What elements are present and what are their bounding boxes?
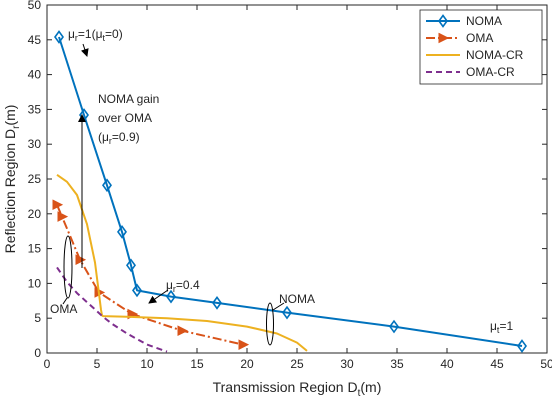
data-point-oma bbox=[238, 339, 250, 350]
y-tick-label: 35 bbox=[28, 102, 42, 116]
y-tick-label: 45 bbox=[28, 33, 42, 47]
legend-label: NOMA bbox=[466, 14, 502, 28]
annotation-gain: NOMA gain over OMA (μr=0.9) bbox=[98, 92, 159, 146]
x-tick-label: 45 bbox=[490, 357, 504, 371]
data-point-noma bbox=[166, 289, 176, 304]
legend: NOMA OMA NOMA-CR OMA-CR bbox=[419, 9, 543, 85]
y-tick-label: 10 bbox=[28, 276, 42, 290]
annotation-mu-r1: μr=1(μt=0) bbox=[68, 27, 123, 43]
annotation-oma: OMA bbox=[50, 302, 77, 316]
data-point-noma bbox=[282, 305, 292, 320]
x-tick-label: 0 bbox=[44, 357, 51, 371]
ellipse-oma bbox=[63, 235, 73, 299]
x-tick-label: 40 bbox=[440, 357, 454, 371]
x-tick-label: 5 bbox=[94, 357, 101, 371]
legend-label: NOMA-CR bbox=[466, 48, 524, 62]
x-tick-label: 15 bbox=[190, 357, 204, 371]
series-noma-cr bbox=[56, 173, 308, 352]
y-tick-label: 5 bbox=[34, 311, 41, 325]
x-tick-label: 25 bbox=[290, 357, 304, 371]
x-tick-label: 50 bbox=[540, 357, 552, 371]
y-tick-label: 40 bbox=[28, 68, 42, 82]
y-tick-label: 0 bbox=[34, 346, 41, 360]
series-line-oma-cr bbox=[56, 266, 168, 353]
x-tick-label: 35 bbox=[390, 357, 404, 371]
data-point-noma bbox=[517, 339, 527, 353]
annotation-mu-r1-mid: =1( bbox=[78, 27, 96, 41]
data-point-oma bbox=[52, 199, 64, 211]
series-line-noma bbox=[58, 36, 523, 347]
data-point-noma bbox=[117, 225, 127, 239]
series-oma-cr bbox=[56, 266, 168, 353]
svg-text:μr=1(μt=0): μr=1(μt=0) bbox=[68, 27, 123, 43]
y-tick-label: 50 bbox=[28, 0, 42, 12]
annotation-mu-r04-sub: r bbox=[173, 284, 176, 294]
annotation-mu-r04: μr=0.4 bbox=[166, 278, 200, 294]
annotation-mu-r1-sub-r: r bbox=[75, 33, 78, 43]
annotation-mu-t1: μt=1 bbox=[490, 319, 513, 335]
ellipse-noma-pointer bbox=[272, 302, 285, 311]
arrow-mu-r1 bbox=[80, 43, 89, 57]
data-point-noma bbox=[54, 30, 64, 44]
annotation-gain-end: =0.9) bbox=[112, 130, 140, 144]
annotation-mu-r1-mu2: μ bbox=[96, 27, 103, 41]
data-point-noma bbox=[126, 258, 136, 273]
annotation-mu-r04-end: =0.4 bbox=[176, 278, 200, 292]
legend-item-oma: OMA bbox=[426, 31, 493, 45]
annotation-mu-r1-end: =0) bbox=[105, 27, 123, 41]
legend-label: OMA bbox=[466, 31, 493, 45]
annotation-mu-t1-sub: t bbox=[497, 325, 500, 335]
data-point-noma bbox=[212, 296, 222, 310]
ellipse-oma-pointer bbox=[62, 297, 68, 305]
series-line-oma bbox=[56, 204, 244, 346]
y-tick-label: 30 bbox=[28, 137, 42, 151]
legend-label: OMA-CR bbox=[466, 65, 515, 79]
annotation-gain-sub: r bbox=[109, 136, 112, 146]
svg-text:μt=1: μt=1 bbox=[490, 319, 513, 335]
svg-text:μr=0.4: μr=0.4 bbox=[166, 278, 200, 294]
data-point-oma bbox=[75, 254, 87, 266]
y-tick-label: 25 bbox=[28, 172, 42, 186]
y-tick-label: 15 bbox=[28, 242, 42, 256]
x-tick-label: 10 bbox=[140, 357, 154, 371]
data-point-noma bbox=[389, 319, 399, 334]
annotation-gain-mu: μ bbox=[102, 130, 109, 144]
y-axis-label: Reflection Region Dr(m) bbox=[2, 105, 22, 254]
legend-item-noma-cr: NOMA-CR bbox=[426, 48, 524, 62]
legend-marker bbox=[438, 32, 450, 44]
annotation-gain-open: ( bbox=[98, 130, 102, 144]
annotation-mu-t1-end: =1 bbox=[499, 319, 513, 333]
legend-marker bbox=[438, 14, 448, 28]
y-tick-label: 20 bbox=[28, 207, 42, 221]
ellipse-noma bbox=[266, 302, 274, 346]
data-point-oma bbox=[57, 211, 69, 222]
series-layer bbox=[52, 30, 527, 353]
arrow-mu-r04 bbox=[148, 289, 169, 304]
series-noma bbox=[54, 30, 527, 353]
data-point-oma bbox=[177, 325, 189, 337]
data-point-noma bbox=[132, 283, 142, 298]
series-line-noma-cr bbox=[56, 173, 308, 352]
legend-item-oma-cr: OMA-CR bbox=[426, 65, 515, 79]
svg-text:(μr=0.9): (μr=0.9) bbox=[98, 130, 140, 146]
annotation-mu-r1-mu: μ bbox=[68, 27, 75, 41]
annotation-mu-r04-mu: μ bbox=[166, 278, 173, 292]
legend-item-noma: NOMA bbox=[426, 14, 502, 28]
annotation-gain-line1: NOMA gain bbox=[98, 92, 159, 106]
annotation-gain-line2: over OMA bbox=[98, 111, 152, 125]
annotation-mu-r1-sub-t: t bbox=[103, 33, 106, 43]
annotation-noma: NOMA bbox=[279, 292, 315, 306]
x-tick-label: 20 bbox=[240, 357, 254, 371]
x-axis-label: Transmission Region Dt(m) bbox=[213, 379, 382, 399]
annotation-mu-t1-mu: μ bbox=[490, 319, 497, 333]
x-tick-label: 30 bbox=[340, 357, 354, 371]
data-point-noma bbox=[102, 178, 112, 193]
